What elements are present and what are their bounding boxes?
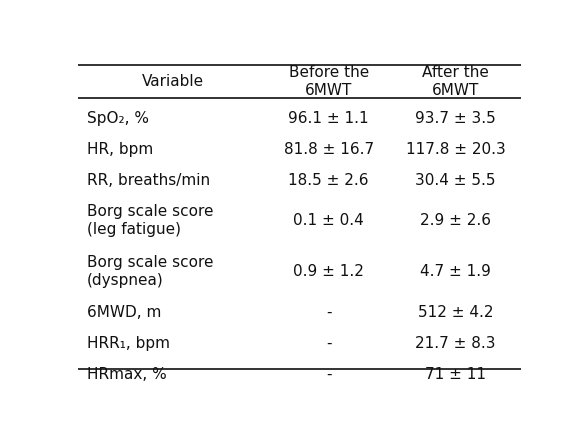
Text: 93.7 ± 3.5: 93.7 ± 3.5: [415, 111, 496, 126]
Text: HR, bpm: HR, bpm: [86, 142, 153, 157]
Text: 71 ± 11: 71 ± 11: [425, 366, 486, 382]
Text: 18.5 ± 2.6: 18.5 ± 2.6: [288, 173, 369, 188]
Text: 2.9 ± 2.6: 2.9 ± 2.6: [420, 214, 491, 228]
Text: 512 ± 4.2: 512 ± 4.2: [418, 305, 493, 320]
Text: 0.1 ± 0.4: 0.1 ± 0.4: [293, 214, 364, 228]
Text: 30.4 ± 5.5: 30.4 ± 5.5: [415, 173, 496, 188]
Text: 81.8 ± 16.7: 81.8 ± 16.7: [284, 142, 374, 157]
Text: Before the
6MWT: Before the 6MWT: [288, 65, 369, 98]
Text: 21.7 ± 8.3: 21.7 ± 8.3: [415, 335, 496, 351]
Text: 96.1 ± 1.1: 96.1 ± 1.1: [288, 111, 369, 126]
Text: Variable: Variable: [141, 74, 204, 89]
Text: 117.8 ± 20.3: 117.8 ± 20.3: [405, 142, 505, 157]
Text: -: -: [326, 335, 332, 351]
Text: RR, breaths/min: RR, breaths/min: [86, 173, 210, 188]
Text: 4.7 ± 1.9: 4.7 ± 1.9: [420, 264, 491, 279]
Text: -: -: [326, 366, 332, 382]
Text: Borg scale score
(leg fatigue): Borg scale score (leg fatigue): [86, 204, 213, 237]
Text: HRmax, %: HRmax, %: [86, 366, 166, 382]
Text: 0.9 ± 1.2: 0.9 ± 1.2: [293, 264, 364, 279]
Text: SpO₂, %: SpO₂, %: [86, 111, 148, 126]
Text: 6MWD, m: 6MWD, m: [86, 305, 161, 320]
Text: After the
6MWT: After the 6MWT: [422, 65, 489, 98]
Text: -: -: [326, 305, 332, 320]
Text: Borg scale score
(dyspnea): Borg scale score (dyspnea): [86, 255, 213, 288]
Text: HRR₁, bpm: HRR₁, bpm: [86, 335, 169, 351]
